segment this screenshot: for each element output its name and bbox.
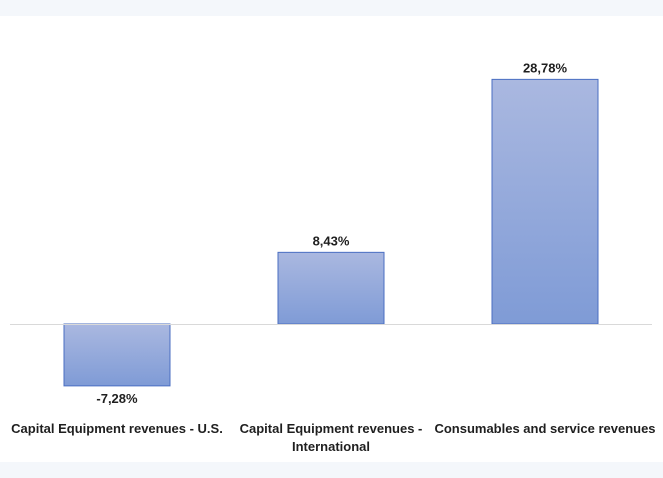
- category-label-3: Consumables and service revenues: [434, 421, 655, 436]
- category-label-1: Capital Equipment revenues - U.S.: [11, 421, 223, 436]
- chart-area: -7,28% Capital Equipment revenues - U.S. 8…: [0, 16, 663, 462]
- data-label-3: 28,78%: [523, 60, 568, 75]
- bar-chart: -7,28% Capital Equipment revenues - U.S. 8…: [10, 60, 656, 454]
- bar-2: [277, 251, 385, 325]
- bar-1: [63, 323, 171, 387]
- bar-3: [491, 78, 599, 325]
- data-label-1: -7,28%: [96, 391, 138, 406]
- data-label-2: 8,43%: [313, 233, 350, 248]
- category-label-2: Capital Equipment revenues -Internationa…: [240, 421, 423, 454]
